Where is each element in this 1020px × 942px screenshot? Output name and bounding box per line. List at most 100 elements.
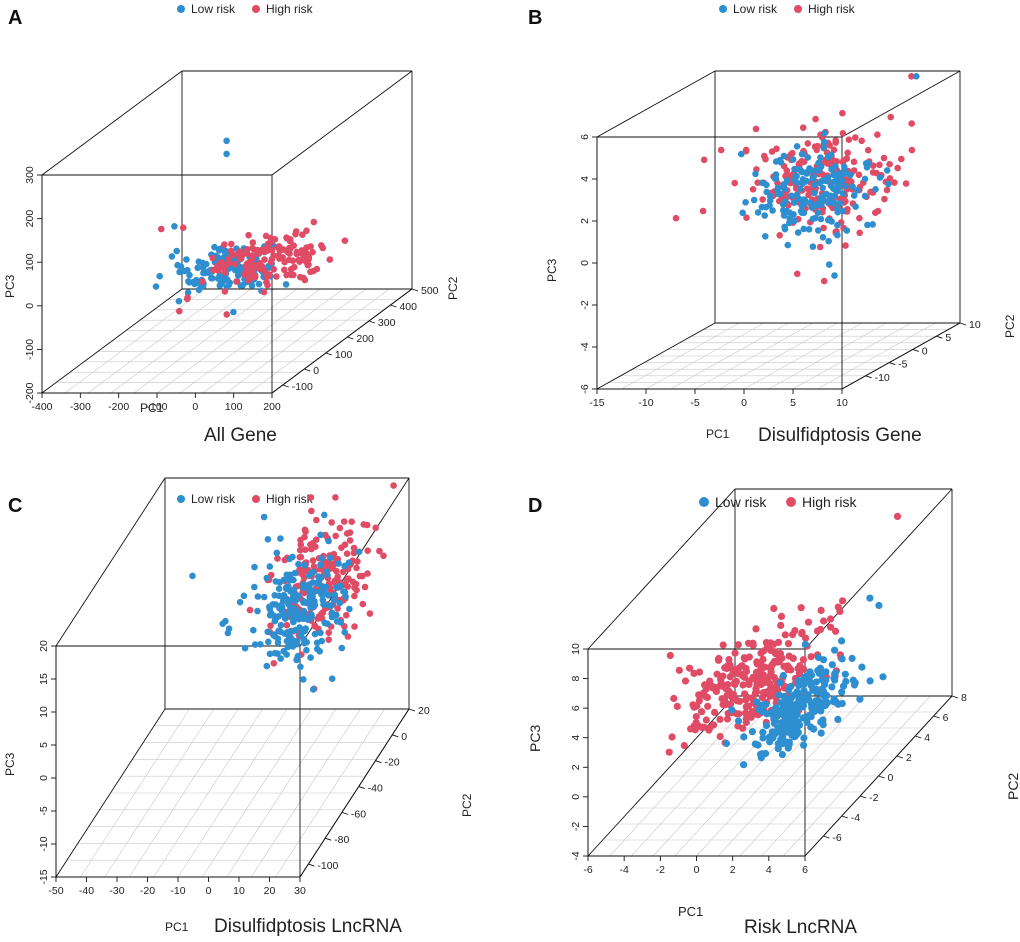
high-risk-point (798, 628, 806, 637)
low-risk-point (838, 637, 846, 645)
low-risk-point (296, 624, 303, 631)
high-risk-point (245, 277, 253, 284)
high-risk-point (693, 702, 701, 710)
low-risk-point (793, 701, 801, 709)
high-risk-point (363, 521, 371, 529)
low-risk-point (814, 666, 822, 675)
high-risk-point (228, 240, 235, 248)
y-tick-label: -40 (368, 783, 383, 795)
high-risk-point (303, 227, 310, 234)
x-tick-label: -20 (140, 885, 155, 897)
low-risk-point (325, 592, 332, 599)
high-risk-point (766, 692, 774, 700)
low-risk-point (817, 154, 824, 161)
low-risk-point (791, 165, 798, 173)
low-risk-point (304, 616, 312, 624)
low-risk-point (834, 700, 842, 708)
low-risk-point (291, 605, 299, 613)
low-risk-point (184, 266, 191, 274)
low-risk-point (823, 699, 832, 707)
low-risk-point (240, 592, 248, 600)
high-risk-point (243, 269, 251, 277)
low-risk-point (254, 607, 261, 615)
points-c (189, 482, 397, 693)
high-risk-point (740, 654, 748, 662)
high-risk-point (794, 270, 801, 278)
high-risk-point (762, 639, 771, 647)
high-risk-point (184, 294, 191, 301)
high-risk-point (351, 581, 359, 588)
high-risk-point (354, 558, 361, 565)
low-risk-point (335, 560, 342, 567)
high-risk-point (733, 710, 741, 718)
low-risk-point (811, 189, 818, 197)
low-risk-point (836, 200, 844, 207)
low-risk-point (175, 297, 183, 305)
low-risk-point (282, 281, 290, 288)
y-tick-label: 400 (399, 301, 417, 313)
low-risk-point (828, 683, 836, 691)
z-tick-label: -10 (38, 836, 50, 851)
z-tick-label: -2 (579, 300, 591, 309)
z-tick-label: 2 (570, 764, 582, 770)
high-risk-point (270, 252, 277, 259)
high-risk-point (702, 685, 710, 693)
high-risk-point (341, 237, 349, 244)
high-risk-point (313, 516, 320, 524)
low-risk-point (777, 719, 786, 727)
low-risk-point (831, 670, 839, 678)
y-axis-line (299, 708, 410, 878)
high-risk-point (820, 224, 827, 232)
y-tick-label: 100 (335, 349, 353, 361)
high-risk-point (274, 555, 281, 562)
low-risk-point (216, 282, 224, 289)
low-risk-point (234, 272, 242, 279)
box-edge (41, 288, 183, 394)
low-risk-point (813, 201, 821, 209)
high-risk-point (302, 546, 309, 553)
y-tick-mark (304, 368, 311, 372)
high-risk-point (830, 146, 838, 154)
z-tick-label: -100 (24, 339, 36, 360)
box-frame-b (596, 70, 961, 390)
high-risk-point (856, 229, 863, 237)
low-risk-point (872, 186, 879, 193)
low-risk-point (264, 536, 272, 543)
high-risk-point (297, 553, 305, 561)
low-risk-point (817, 729, 825, 737)
z-tick-label: -2 (570, 822, 582, 831)
x-tick-label: 10 (233, 885, 245, 897)
low-risk-point (865, 160, 872, 167)
high-risk-point (681, 677, 690, 685)
y-axis-title-d: PC2 (1005, 773, 1020, 800)
y-tick-mark (368, 320, 376, 324)
high-risk-point (210, 266, 217, 274)
high-risk-point (842, 242, 849, 249)
low-risk-point (321, 511, 328, 519)
x-tick-label: 0 (206, 885, 212, 897)
high-risk-point (325, 636, 333, 643)
y-tick-mark (282, 384, 289, 388)
low-risk-point (800, 687, 808, 695)
legend-d: Low risk High risk (699, 494, 857, 510)
y-tick-label: -5 (898, 359, 907, 371)
legend-b-low-marker (719, 5, 727, 13)
y-tick-label: 4 (924, 732, 930, 744)
high-risk-point (844, 149, 851, 157)
low-risk-point (866, 677, 874, 685)
low-risk-point (785, 686, 793, 694)
high-risk-point (353, 564, 360, 572)
legend-c-high-marker (252, 495, 260, 503)
high-risk-point (827, 615, 835, 623)
low-risk-point (275, 585, 283, 592)
high-risk-point (898, 155, 905, 163)
high-risk-point (795, 160, 803, 168)
low-risk-point (265, 638, 272, 646)
high-risk-point (739, 681, 747, 689)
y-tick-label: 0 (313, 365, 319, 377)
high-risk-point (300, 274, 307, 282)
high-risk-point (236, 254, 243, 262)
low-risk-point (800, 734, 808, 742)
high-risk-point (301, 533, 308, 541)
low-risk-point (281, 630, 289, 637)
